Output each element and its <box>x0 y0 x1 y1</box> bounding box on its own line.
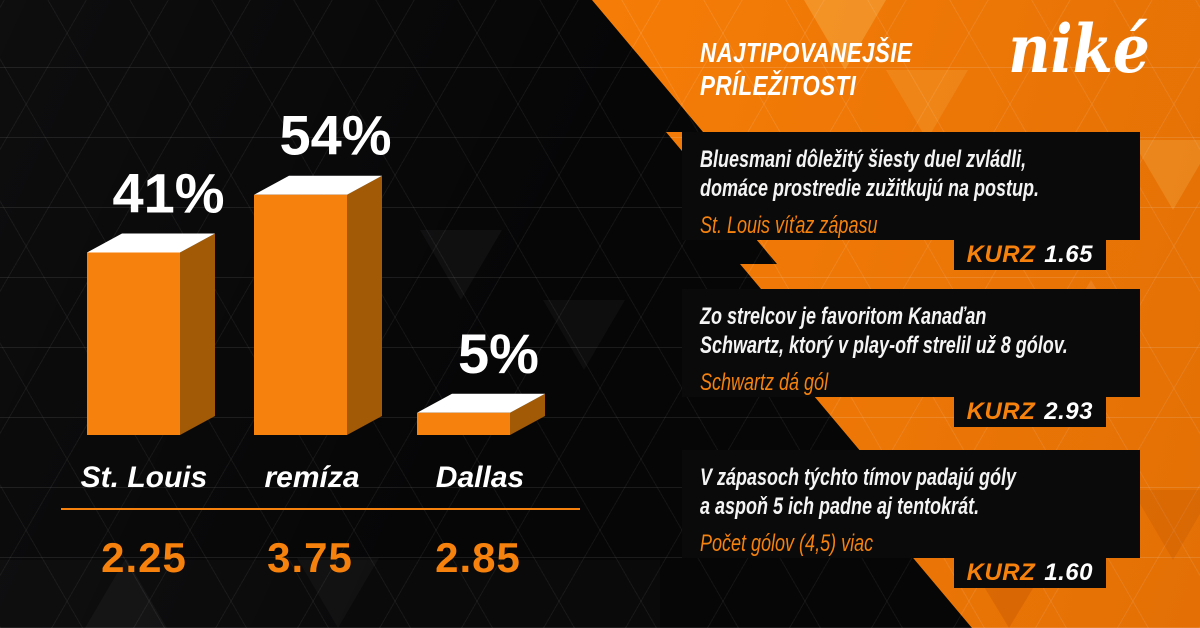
kurz-value: 1.60 <box>1044 559 1093 586</box>
kurz-value: 1.65 <box>1044 241 1093 268</box>
bar-top-face <box>254 175 382 195</box>
bar-side-face <box>180 233 215 435</box>
category-label-st-louis: St. Louis <box>80 461 208 494</box>
tip-bet-name: St. Louis víťaz zápasu <box>700 212 878 239</box>
tip-card-3[interactable]: V zápasoch týchto tímov padajú góly a as… <box>682 450 1140 588</box>
match-odds-home: 2.25 <box>101 534 187 581</box>
panel-title: NAJTIPOVANEJŠIE PRÍLEŽITOSTI <box>700 36 912 102</box>
category-label-dallas: Dallas <box>435 461 525 494</box>
kurz-label: KURZ <box>966 241 1036 268</box>
tip-description-line2: domáce prostredie zužitkujú na postup. <box>700 175 1040 202</box>
match-odds-draw: 3.75 <box>267 534 353 581</box>
nike-logo[interactable]: niké <box>1008 10 1150 88</box>
category-label-remiza: remíza <box>264 461 360 494</box>
tip-description-line1: Zo strelcov je favoritom Kanaďan <box>700 303 987 330</box>
tip-card-2[interactable]: Zo strelcov je favoritom Kanaďan Schwart… <box>682 289 1140 427</box>
bar-front-face <box>254 194 347 435</box>
bar-side-face <box>510 393 545 435</box>
percent-label: 41% <box>112 162 224 225</box>
odds-divider-line <box>61 508 580 510</box>
bar-top-face <box>417 393 545 413</box>
tip-bet-name: Schwartz dá gól <box>700 369 829 396</box>
bar-top-face <box>87 233 215 253</box>
panel-title-line1: NAJTIPOVANEJŠIE <box>700 37 913 68</box>
tip-description: V zápasoch týchto tímov padajú góly a as… <box>700 463 1129 521</box>
percent-label: 5% <box>458 322 539 385</box>
odds-box-2[interactable]: KURZ 2.93 <box>953 397 1106 427</box>
odds-box-3[interactable]: KURZ 1.60 <box>953 558 1106 588</box>
tip-description-line2: Schwartz, ktorý v play-off strelil už 8 … <box>700 332 1068 359</box>
tip-description: Zo strelcov je favoritom Kanaďan Schwart… <box>700 302 1129 360</box>
bar-front-face <box>87 252 180 435</box>
match-odds-away: 2.85 <box>435 534 521 581</box>
tip-description-line1: V zápasoch týchto tímov padajú góly <box>700 464 1017 491</box>
percent-label: 54% <box>279 104 391 167</box>
tip-description-line1: Bluesmani dôležitý šiesty duel zvládli, <box>700 146 1027 173</box>
bar-chart-svg: 41% 54% 5% <box>87 104 545 435</box>
tip-card-1[interactable]: Bluesmani dôležitý šiesty duel zvládli, … <box>682 132 1140 270</box>
panel-title-line2: PRÍLEŽITOSTI <box>700 70 857 101</box>
odds-box-1[interactable]: KURZ 1.65 <box>953 240 1106 270</box>
kurz-label: KURZ <box>966 398 1036 425</box>
kurz-label: KURZ <box>966 559 1036 586</box>
bar-side-face <box>347 175 382 435</box>
kurz-value: 2.93 <box>1044 398 1093 425</box>
tip-bet-name: Počet gólov (4,5) viac <box>700 530 874 557</box>
tip-description: Bluesmani dôležitý šiesty duel zvládli, … <box>700 145 1129 203</box>
tip-description-line2: a aspoň 5 ich padne aj tentokrát. <box>700 493 980 520</box>
bar-front-face <box>417 412 510 435</box>
